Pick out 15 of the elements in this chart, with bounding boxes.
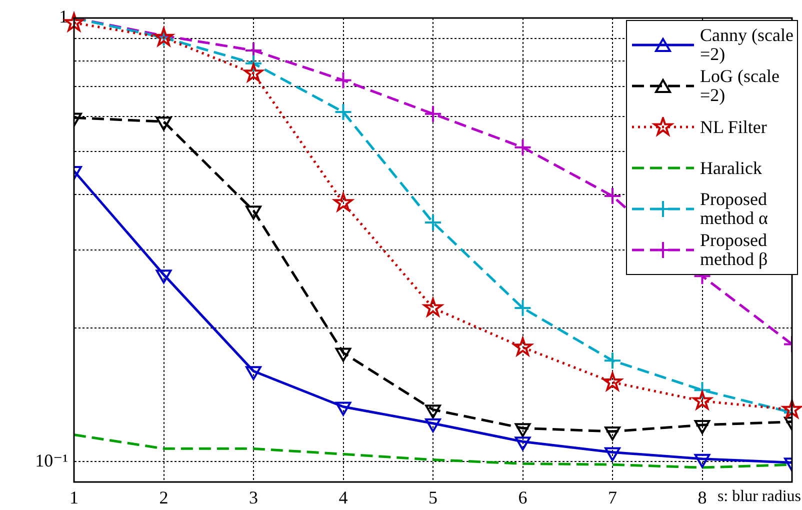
x-axis-title: s: blur radius xyxy=(717,488,801,506)
x-tick-label: 4 xyxy=(338,488,348,508)
x-tick-label: 3 xyxy=(249,488,258,508)
legend-label: Proposed method β xyxy=(700,230,769,269)
x-tick-label: 8 xyxy=(698,488,707,508)
legend-label: LoG (scale =2) xyxy=(700,66,780,105)
legend-label: Haralick xyxy=(700,158,762,178)
x-tick-label: 6 xyxy=(518,488,528,508)
x-tick-label: 7 xyxy=(608,488,617,508)
legend-label: Canny (scale =2) xyxy=(700,25,794,64)
legend-label: NL Filter xyxy=(700,116,767,136)
x-tick-label: 2 xyxy=(159,488,168,508)
legend-label: Proposed method α xyxy=(700,189,769,228)
x-tick-label: 5 xyxy=(428,488,438,508)
y-tick-label: 10⁻¹ xyxy=(35,450,68,470)
